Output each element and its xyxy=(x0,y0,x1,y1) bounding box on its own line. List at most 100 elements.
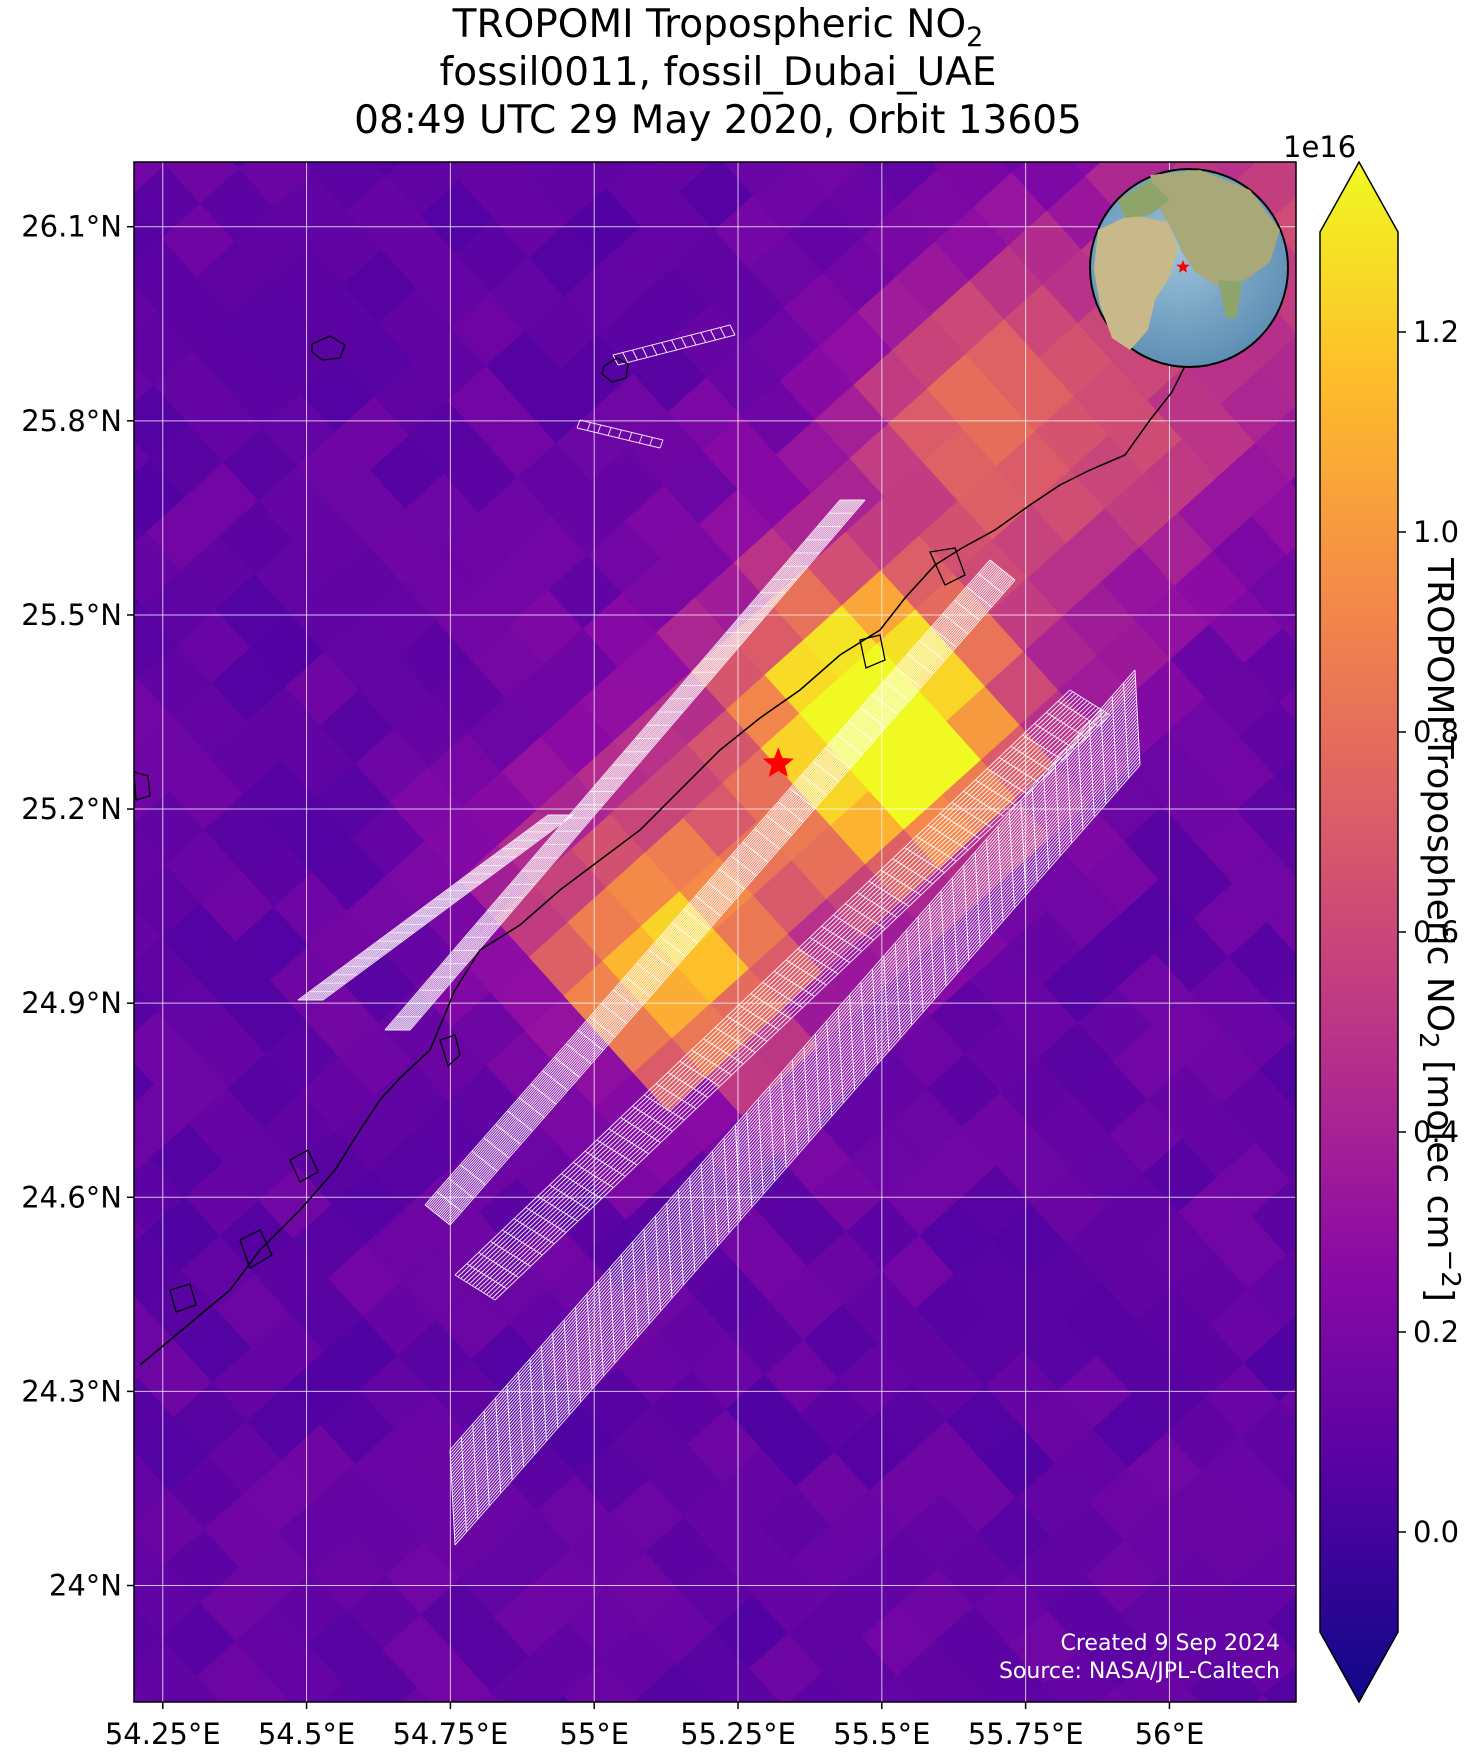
footprint-line xyxy=(438,570,1005,1217)
footprint-line xyxy=(576,419,581,429)
footprint-line xyxy=(649,437,654,446)
no2-pixel xyxy=(50,1634,123,1707)
no2-pixel xyxy=(637,1663,712,1702)
footprint-line xyxy=(452,729,1139,1511)
footprint-line xyxy=(453,739,1140,1520)
footprint-line xyxy=(480,705,1097,1292)
no2-pixel xyxy=(1263,965,1296,1033)
footprint-line xyxy=(434,567,1001,1214)
no2-pixel xyxy=(1329,412,1402,485)
footprint-line xyxy=(450,691,1137,1473)
no2-pixel xyxy=(1307,1552,1380,1625)
no2-pixel xyxy=(58,88,131,161)
footprint-line xyxy=(488,711,1105,1297)
footprint-line xyxy=(632,349,638,361)
footprint-line xyxy=(700,332,707,343)
footprint-line xyxy=(451,714,1138,1495)
no2-pixel xyxy=(711,1667,782,1702)
island-outline xyxy=(929,547,966,586)
no2-pixel xyxy=(1286,1245,1296,1266)
footprint-line xyxy=(450,685,1137,1467)
footprint-line xyxy=(576,427,661,449)
footprint-line xyxy=(494,714,1111,1301)
no2-pixel xyxy=(789,1671,852,1702)
no2-pixel xyxy=(35,528,108,601)
footprint-line xyxy=(431,565,998,1211)
no2-pixel xyxy=(1299,300,1372,373)
no2-pixel xyxy=(1290,1175,1296,1188)
no2-pixel xyxy=(1282,616,1296,644)
footprint-line xyxy=(430,564,996,1210)
footprint-line xyxy=(618,429,622,439)
no2-pixel xyxy=(39,455,112,528)
no2-pixel xyxy=(1314,706,1387,779)
map-frame xyxy=(133,161,1297,1703)
no2-pixel xyxy=(1237,76,1310,149)
no2-pixel xyxy=(1016,64,1089,137)
footprint-line xyxy=(453,736,1139,1517)
no2-pixel xyxy=(464,72,537,145)
no2-pixel xyxy=(1255,407,1296,483)
x-tick-label: 55.75°E xyxy=(968,1717,1084,1751)
coastline-path xyxy=(139,363,1187,1366)
no2-pixel xyxy=(1090,68,1163,141)
no2-pixel xyxy=(35,1228,108,1301)
no2-pixel xyxy=(1239,701,1296,776)
no2-pixel xyxy=(1303,926,1376,999)
no2-pixel xyxy=(1306,853,1379,926)
footprint-grid xyxy=(449,669,1141,1546)
no2-pixel xyxy=(1243,1327,1296,1403)
no2-pixel xyxy=(556,1694,572,1702)
no2-pixel xyxy=(1251,480,1296,556)
no2-pixel xyxy=(944,1679,991,1702)
footprint-line xyxy=(391,499,848,1031)
footprint-line xyxy=(320,814,572,1001)
footprint-grid xyxy=(612,324,736,366)
no2-pixel xyxy=(610,80,683,153)
no2-pixel xyxy=(1299,999,1372,1072)
no2-pixel xyxy=(1318,632,1391,705)
y-tick-label: 24.3°N xyxy=(21,1374,122,1408)
footprint-line xyxy=(299,814,551,1001)
no2-pixel xyxy=(478,1690,502,1702)
footprint-grid xyxy=(297,814,574,1001)
no2-pixel xyxy=(134,750,136,755)
footprint-line xyxy=(318,814,570,1001)
x-tick-label: 56°E xyxy=(1135,1717,1205,1751)
no2-pixel xyxy=(1251,1180,1296,1256)
island-outline xyxy=(169,1283,197,1313)
no2-pixel xyxy=(1240,1400,1296,1476)
no2-pixel xyxy=(162,162,170,166)
footprint-line xyxy=(451,707,1138,1489)
no2-pixel xyxy=(1290,476,1296,489)
footprint-line xyxy=(404,499,861,1031)
no2-pixel xyxy=(1266,196,1296,255)
y-tick-label: 24°N xyxy=(49,1569,122,1603)
footprint-line xyxy=(719,327,726,338)
y-tick-label: 24.9°N xyxy=(21,986,122,1020)
chart-title-line-2: fossil0011, fossil_Dubai_UAE xyxy=(439,50,997,95)
footprint-line xyxy=(661,342,668,353)
y-tick-label: 26.1°N xyxy=(21,210,122,244)
no2-pixel xyxy=(1330,1112,1403,1185)
footprint-line xyxy=(454,764,1141,1546)
footprint-line xyxy=(444,575,1010,1221)
footprint-line xyxy=(690,334,697,346)
footprint-line xyxy=(452,717,1138,1498)
y-tick-label: 25.8°N xyxy=(21,404,122,438)
no2-pixel xyxy=(1002,162,1025,174)
footprint-line xyxy=(446,577,1013,1224)
footprint-line xyxy=(445,576,1012,1222)
island-outline xyxy=(601,357,629,383)
no2-pixel xyxy=(54,861,127,934)
island-outline xyxy=(439,1034,461,1068)
footprint-line xyxy=(442,574,1009,1220)
no2-pixel xyxy=(31,1301,104,1374)
no2-pixel xyxy=(1314,1405,1387,1478)
no2-pixel xyxy=(58,1487,131,1560)
x-tick-label: 54.25°E xyxy=(105,1717,221,1751)
no2-pixel xyxy=(1282,1315,1296,1343)
no2-pixel xyxy=(1274,756,1296,799)
no2-pixel xyxy=(867,1675,921,1702)
